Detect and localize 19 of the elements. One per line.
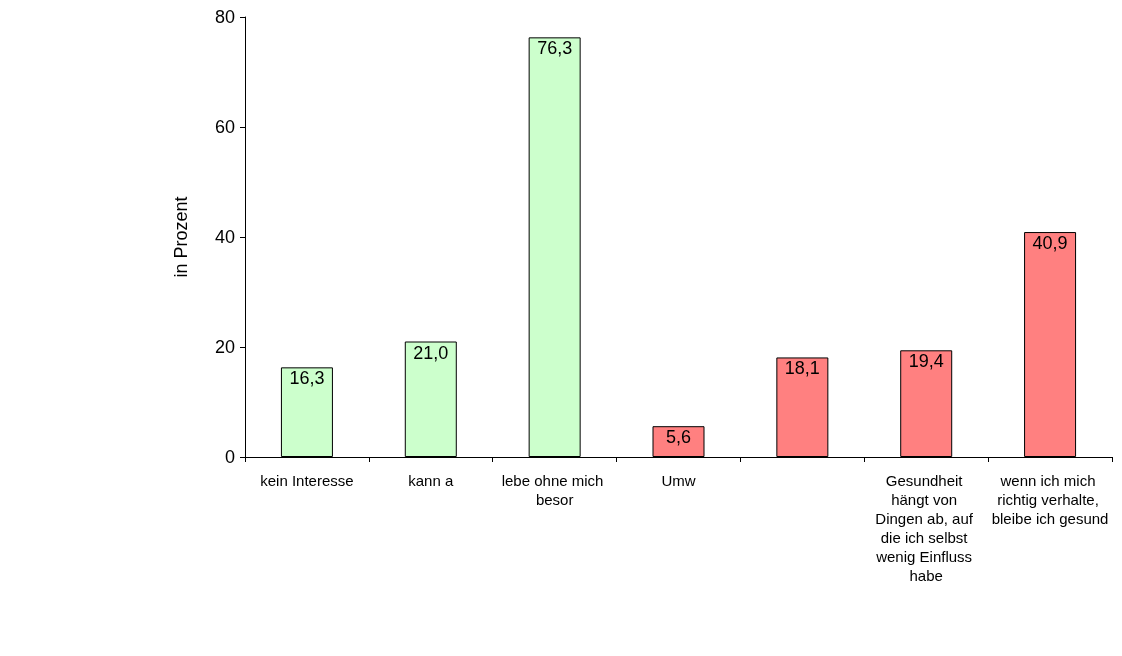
x-tick-label: kein Interesse: [260, 472, 354, 489]
y-tick-label: 20: [214, 337, 235, 357]
data-label: 76,3: [537, 38, 573, 59]
data-label: 40,9: [1032, 233, 1068, 254]
y-tick-label: 80: [214, 7, 235, 27]
data-label: 18,1: [784, 358, 820, 379]
x-tick-label: kann a: [408, 472, 454, 489]
y-tick-label: 40: [214, 227, 235, 247]
data-label: 16,3: [289, 368, 325, 389]
data-label: 19,4: [908, 351, 944, 372]
y-tick-label: 0: [224, 447, 235, 467]
x-tick-label: Gesundheit hängt von Dingen ab, auf die ich selbst wenig Einfluss habe: [875, 472, 978, 584]
x-tick-label: Umw: [661, 472, 696, 489]
y-tick-label: 60: [214, 117, 235, 137]
y-axis-title: in Prozent: [171, 196, 191, 278]
x-tick-label: wenn ich mich richtig verhalte, bleibe ich gesund: [991, 472, 1109, 527]
data-label: 5,6: [665, 427, 692, 448]
data-label: 21,0: [413, 342, 449, 363]
x-tick-label: lebe ohne mich besor: [501, 472, 608, 508]
